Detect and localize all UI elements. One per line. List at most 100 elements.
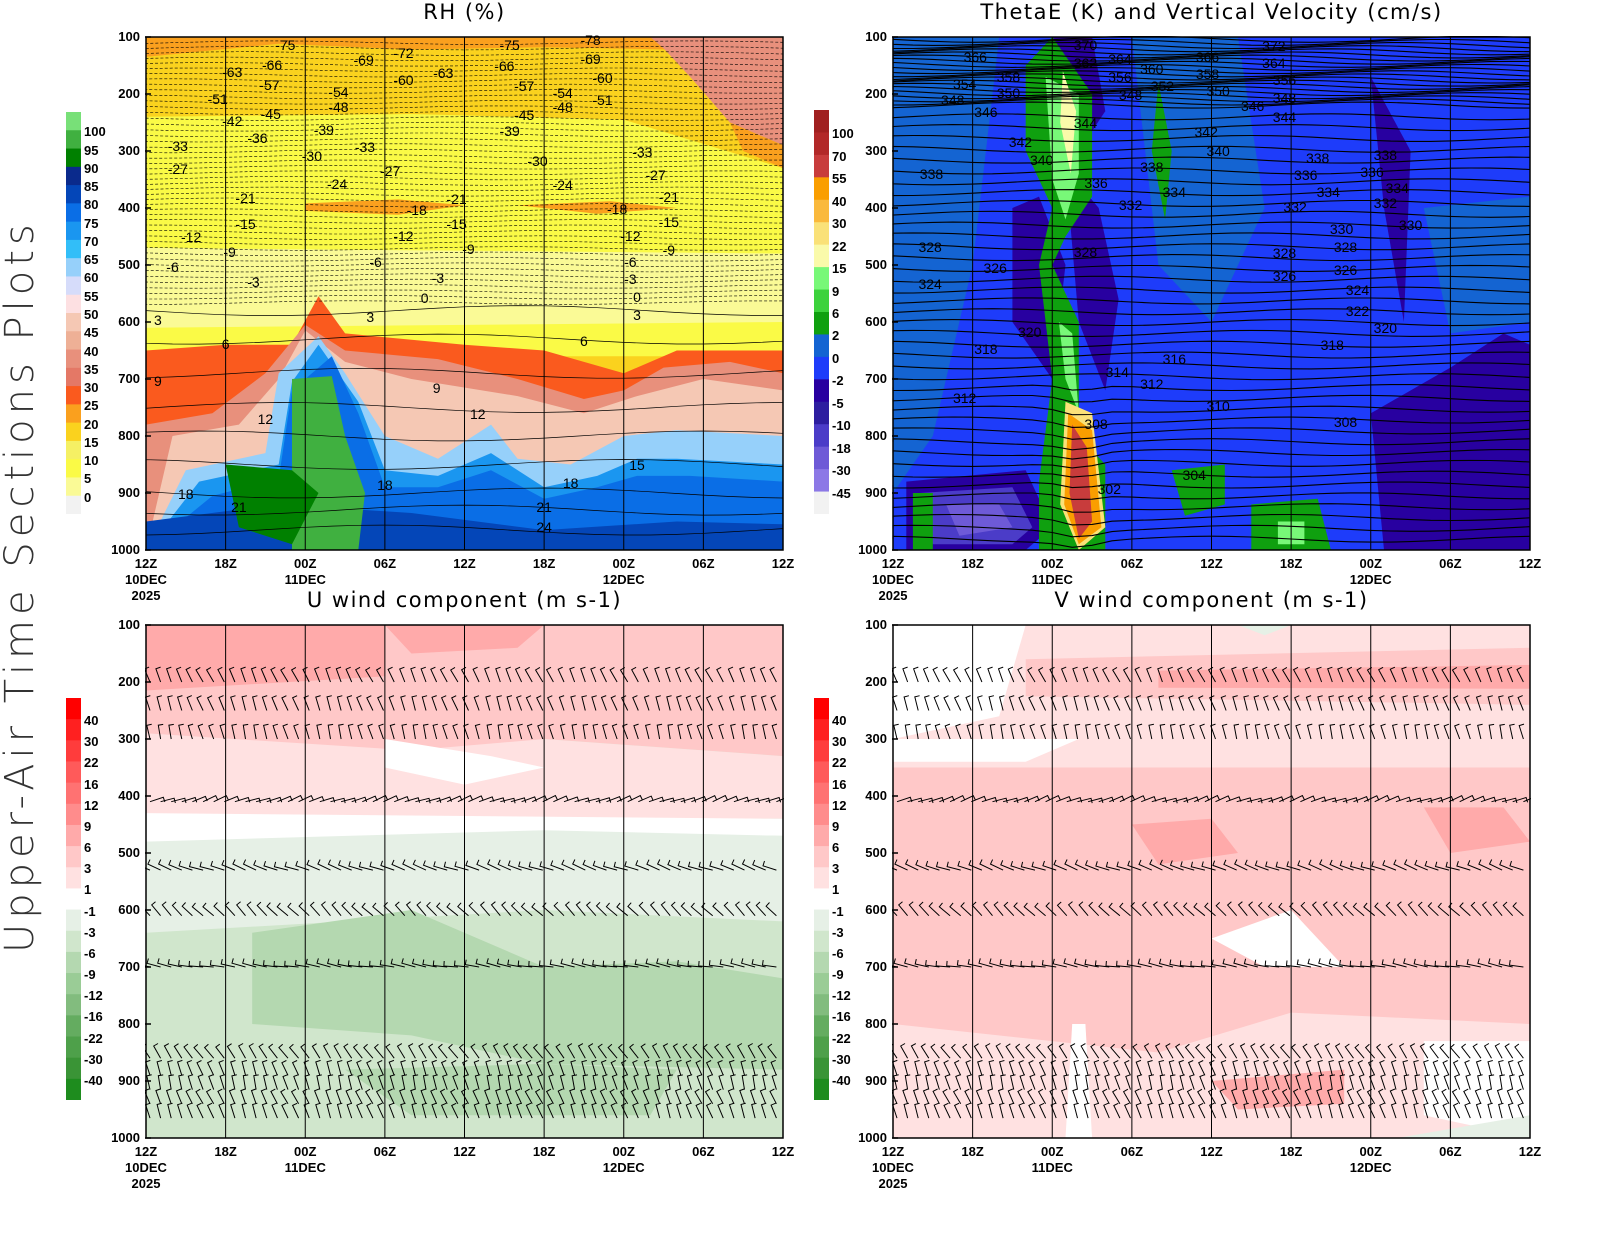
wind-barb bbox=[1095, 861, 1110, 871]
wind-barb bbox=[1141, 796, 1157, 803]
wind-barb bbox=[1073, 1060, 1079, 1076]
wind-barb bbox=[464, 959, 480, 968]
wind-barb bbox=[1475, 1059, 1482, 1076]
wind-barb bbox=[613, 861, 628, 871]
wind-barb bbox=[1506, 666, 1514, 683]
wind-barb bbox=[930, 1043, 940, 1059]
wind-barb bbox=[1186, 1088, 1195, 1105]
wind-barb bbox=[928, 796, 945, 803]
wind-barb bbox=[740, 1102, 746, 1119]
wind-barb bbox=[155, 1088, 162, 1104]
wind-barb bbox=[717, 1060, 724, 1076]
wind-barb bbox=[351, 902, 363, 917]
colorbar-swatch bbox=[66, 1057, 81, 1080]
wind-barb bbox=[1487, 958, 1503, 968]
contour-line bbox=[145, 100, 784, 105]
wind-barb bbox=[695, 1060, 703, 1076]
contour-line bbox=[892, 145, 1531, 153]
wind-barb bbox=[506, 1102, 513, 1119]
wind-barb bbox=[165, 666, 172, 683]
wind-barb bbox=[1516, 1088, 1524, 1105]
wind-barb bbox=[443, 861, 459, 871]
wind-barb bbox=[1380, 723, 1386, 740]
wind-barb bbox=[928, 902, 940, 917]
wind-barb bbox=[591, 1102, 597, 1119]
wind-barb bbox=[1074, 859, 1089, 871]
wind-barb bbox=[1317, 695, 1323, 711]
contour-label: 328 bbox=[918, 238, 942, 255]
wind-barb bbox=[1252, 1088, 1259, 1104]
wind-barb bbox=[186, 695, 193, 711]
wind-barb bbox=[1063, 1074, 1069, 1090]
wind-barb bbox=[470, 1043, 480, 1059]
wind-barb bbox=[305, 958, 320, 968]
wind-barb bbox=[1492, 901, 1503, 917]
contour-line bbox=[892, 38, 1531, 46]
wind-barb bbox=[932, 666, 940, 683]
contour-label: -15 bbox=[658, 214, 679, 231]
wind-barb bbox=[687, 861, 703, 871]
wind-barb bbox=[1379, 695, 1386, 711]
wind-barb bbox=[410, 666, 416, 683]
wind-barb bbox=[497, 1074, 504, 1090]
wind-barb bbox=[613, 960, 628, 968]
wind-barb bbox=[1342, 901, 1354, 917]
wind-barb bbox=[547, 695, 554, 711]
wind-barb bbox=[1324, 1043, 1333, 1059]
wind-barb bbox=[561, 859, 575, 871]
wind-barb bbox=[587, 1043, 597, 1059]
wind-barb bbox=[356, 1102, 363, 1119]
wind-barb bbox=[1124, 695, 1131, 711]
contour-label: 336 bbox=[1294, 166, 1318, 183]
contour-line bbox=[145, 132, 784, 137]
contour-line bbox=[145, 62, 784, 67]
wind-barb bbox=[672, 1043, 682, 1059]
wind-barb bbox=[1347, 1102, 1354, 1119]
wind-barb bbox=[1137, 958, 1152, 968]
wind-barb bbox=[1099, 1043, 1110, 1059]
wind-barb bbox=[609, 666, 618, 683]
colorbar-label: -22 bbox=[84, 1030, 103, 1046]
wind-barb bbox=[330, 797, 346, 804]
contour-line bbox=[145, 186, 784, 191]
contour-label: 12 bbox=[469, 405, 486, 422]
contour-line bbox=[892, 54, 1531, 62]
contour-label: -12 bbox=[620, 227, 641, 244]
wind-barb bbox=[977, 1060, 983, 1076]
wind-barb bbox=[240, 1088, 246, 1104]
contour-line bbox=[892, 492, 1531, 500]
wind-barb bbox=[1239, 1043, 1248, 1059]
wind-barb bbox=[1346, 1088, 1354, 1105]
wind-barb bbox=[1254, 860, 1269, 871]
colorbar-label: 2 bbox=[832, 328, 840, 344]
colorbar-swatch bbox=[66, 994, 81, 1016]
wind-barb bbox=[284, 861, 299, 871]
wind-barb bbox=[262, 723, 269, 740]
contour-line bbox=[892, 362, 1531, 370]
wind-barb bbox=[908, 901, 919, 917]
wind-barb bbox=[1110, 1043, 1121, 1059]
wind-barb bbox=[677, 1074, 683, 1090]
wind-barb bbox=[705, 1102, 714, 1119]
wind-barb bbox=[1199, 1074, 1206, 1090]
wind-barb bbox=[1159, 859, 1174, 871]
colorbar-swatch bbox=[814, 110, 829, 133]
wind-barb bbox=[336, 1102, 343, 1119]
wind-barb bbox=[479, 901, 491, 917]
wind-barb bbox=[759, 666, 767, 683]
colorbar-swatch bbox=[66, 698, 81, 720]
wind-barb bbox=[1273, 1074, 1280, 1090]
colorbar-swatch bbox=[66, 276, 81, 296]
wind-barb bbox=[1198, 695, 1206, 711]
wind-barb bbox=[463, 1074, 469, 1090]
wind-barb bbox=[1504, 1043, 1514, 1059]
wind-barb bbox=[327, 1074, 334, 1090]
contour-label: -66 bbox=[494, 58, 515, 75]
wind-barb bbox=[1035, 1043, 1046, 1059]
wind-barb bbox=[1488, 1074, 1495, 1090]
wind-barb bbox=[242, 859, 257, 871]
contour-label: 318 bbox=[1320, 336, 1344, 353]
contour-line bbox=[145, 430, 784, 442]
wind-barb bbox=[1374, 902, 1386, 917]
wind-barb bbox=[752, 723, 758, 740]
